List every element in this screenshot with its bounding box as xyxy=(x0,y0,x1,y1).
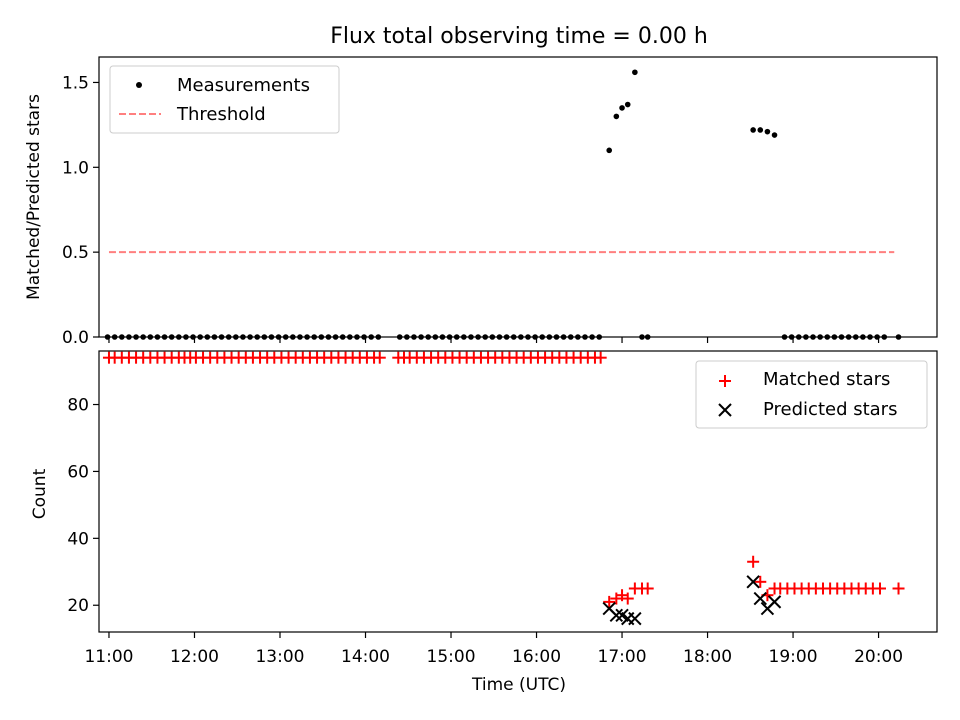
matched-star-point xyxy=(621,592,634,605)
matched-star-point xyxy=(754,575,767,588)
top-chart-title: Flux total observing time = 0.00 h xyxy=(330,24,708,49)
bottom-ytick-label: 20 xyxy=(67,596,89,616)
matched-star-point xyxy=(641,582,654,595)
top-ytick-label: 0.5 xyxy=(62,243,89,263)
top-x-ticks xyxy=(108,337,880,343)
matched-star-point xyxy=(373,351,386,364)
legend-measurements-label: Measurements xyxy=(177,75,310,96)
measurement-point xyxy=(771,132,778,138)
matched-star-point xyxy=(594,351,607,364)
top-plot-frame xyxy=(98,56,938,338)
matched-star-point xyxy=(747,555,760,568)
bottom-x-axis-label: Time (UTC) xyxy=(471,675,566,695)
legend-predicted-label: Predicted stars xyxy=(763,399,897,420)
bottom-ytick-label: 80 xyxy=(67,396,89,416)
bottom-y-ticks: 20 40 60 80 xyxy=(67,396,99,616)
measurement-point xyxy=(624,101,631,108)
predicted-star-point xyxy=(753,591,767,606)
bottom-x-ticks: 11:00 12:00 13:00 14:00 15:00 16:00 17:00 18:00… xyxy=(84,632,903,667)
bottom-xtick-label: 19:00 xyxy=(769,647,818,667)
bottom-legend-frame xyxy=(695,360,928,429)
measurement-point xyxy=(606,147,613,154)
measurement-point xyxy=(750,127,756,133)
legend-matched-label: Matched stars xyxy=(763,369,890,390)
top-panel: Flux total observing time = 0.00 h Match… xyxy=(24,24,938,348)
measurement-point xyxy=(632,69,638,76)
predicted-star-point xyxy=(746,575,760,589)
top-ytick-label: 0.0 xyxy=(62,328,89,348)
bottom-xtick-label: 17:00 xyxy=(598,647,647,667)
measurement-point xyxy=(764,128,771,135)
bottom-xtick-label: 11:00 xyxy=(84,647,133,667)
top-ytick-label: 1.5 xyxy=(62,73,89,93)
measurement-point xyxy=(619,105,625,111)
top-legend-frame xyxy=(109,65,340,134)
bottom-ytick-label: 40 xyxy=(67,529,89,549)
measurement-point xyxy=(613,113,620,120)
matched-star-point xyxy=(603,595,616,608)
bottom-legend: Matched stars Predicted stars xyxy=(695,360,928,429)
bottom-plot-frame xyxy=(98,350,938,633)
bottom-marks xyxy=(102,351,905,626)
bottom-xtick-label: 18:00 xyxy=(683,647,732,667)
predicted-star-point xyxy=(628,611,642,626)
predicted-star-point xyxy=(767,595,782,609)
matched-star-point xyxy=(892,582,905,595)
top-y-axis-label: Matched/Predicted stars xyxy=(24,94,44,300)
bottom-y-axis-label: Count xyxy=(30,468,50,519)
predicted-star-point xyxy=(609,608,624,622)
bottom-xtick-label: 20:00 xyxy=(854,647,903,667)
bottom-xtick-label: 14:00 xyxy=(341,647,390,667)
bottom-xtick-label: 12:00 xyxy=(170,647,219,667)
bottom-xtick-label: 16:00 xyxy=(512,647,561,667)
bottom-xtick-label: 13:00 xyxy=(255,647,304,667)
bottom-xtick-label: 15:00 xyxy=(427,647,476,667)
top-ytick-label: 1.0 xyxy=(62,158,89,178)
bottom-panel: Count Time (UTC) 20 40 60 80 11:00 12:00 13:0… xyxy=(30,350,938,695)
legend-matched-marker xyxy=(719,375,731,387)
top-legend: Measurements Threshold xyxy=(109,65,340,134)
matched-star-point xyxy=(873,582,886,595)
top-y-ticks: 0.0 0.5 1.0 1.5 xyxy=(62,73,99,348)
bottom-ytick-label: 60 xyxy=(67,462,89,482)
legend-threshold-label: Threshold xyxy=(176,104,266,125)
legend-measurements-marker xyxy=(136,82,142,88)
legend-predicted-marker xyxy=(718,403,732,417)
measurement-point xyxy=(757,127,764,133)
